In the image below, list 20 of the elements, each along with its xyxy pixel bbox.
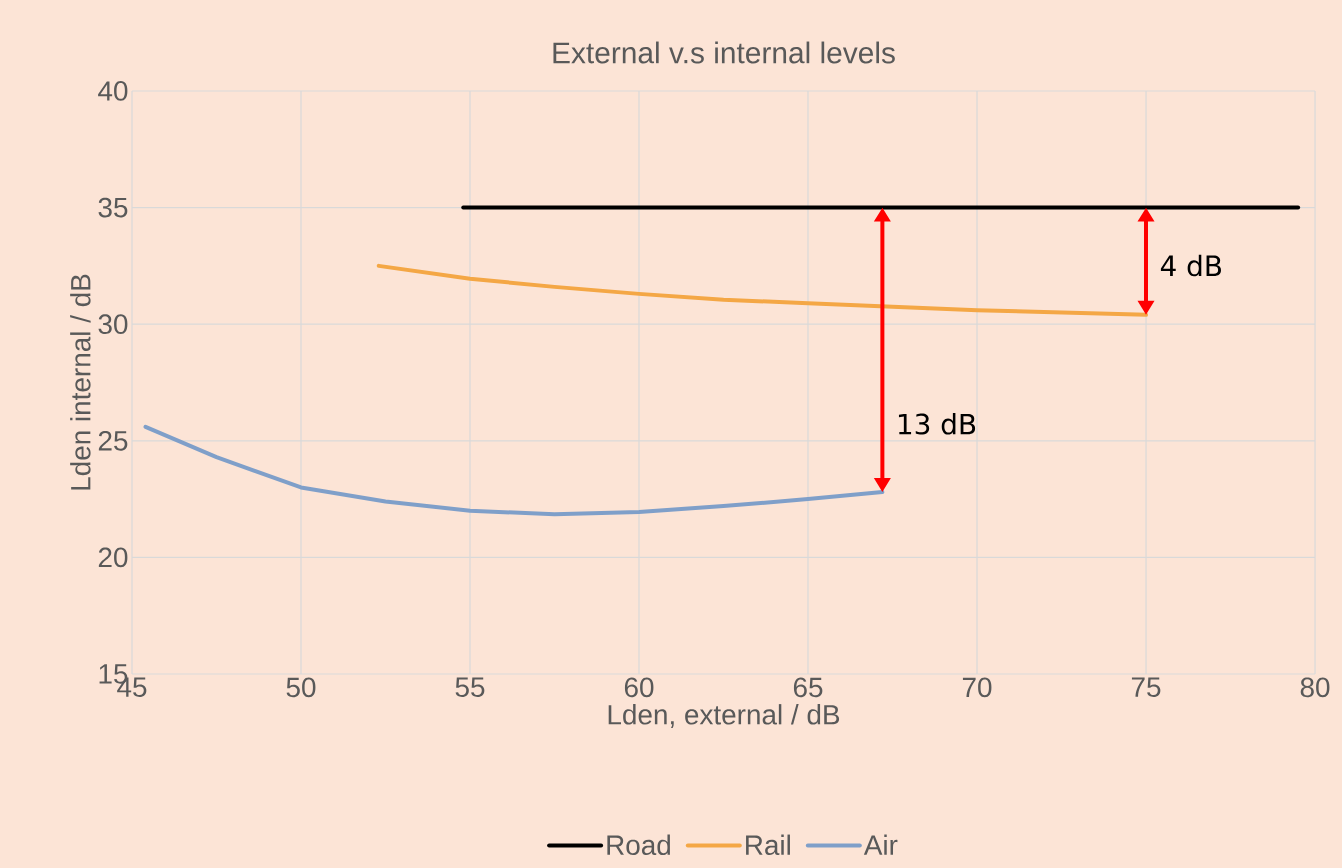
x-tick-label: 80 (1300, 677, 1330, 698)
y-axis-title: Lden internal / dB (70, 274, 91, 490)
x-axis-title: Lden, external / dB (608, 704, 840, 728)
legend-label: Rail (746, 834, 790, 856)
x-tick-label: 65 (793, 677, 823, 698)
legend-label: Air (863, 834, 898, 855)
y-tick-label: 30 (98, 314, 128, 335)
x-tick-label: 55 (455, 677, 485, 697)
annotation: 4 dB (1160, 254, 1221, 277)
x-tick-label: 70 (962, 677, 992, 698)
y-tick-label: 35 (98, 197, 128, 218)
y-tick-label: 25 (98, 430, 128, 451)
x-tick-label: 60 (624, 677, 654, 698)
chart-title: External v.s internal levels (553, 41, 895, 64)
y-tick-label: 20 (98, 547, 128, 568)
legend-label: Road (607, 834, 670, 856)
x-tick-label: 75 (1131, 677, 1161, 697)
y-tick-label: 40 (98, 81, 128, 101)
x-tick-label: 50 (286, 677, 316, 698)
annotation: 13 dB (898, 413, 976, 435)
